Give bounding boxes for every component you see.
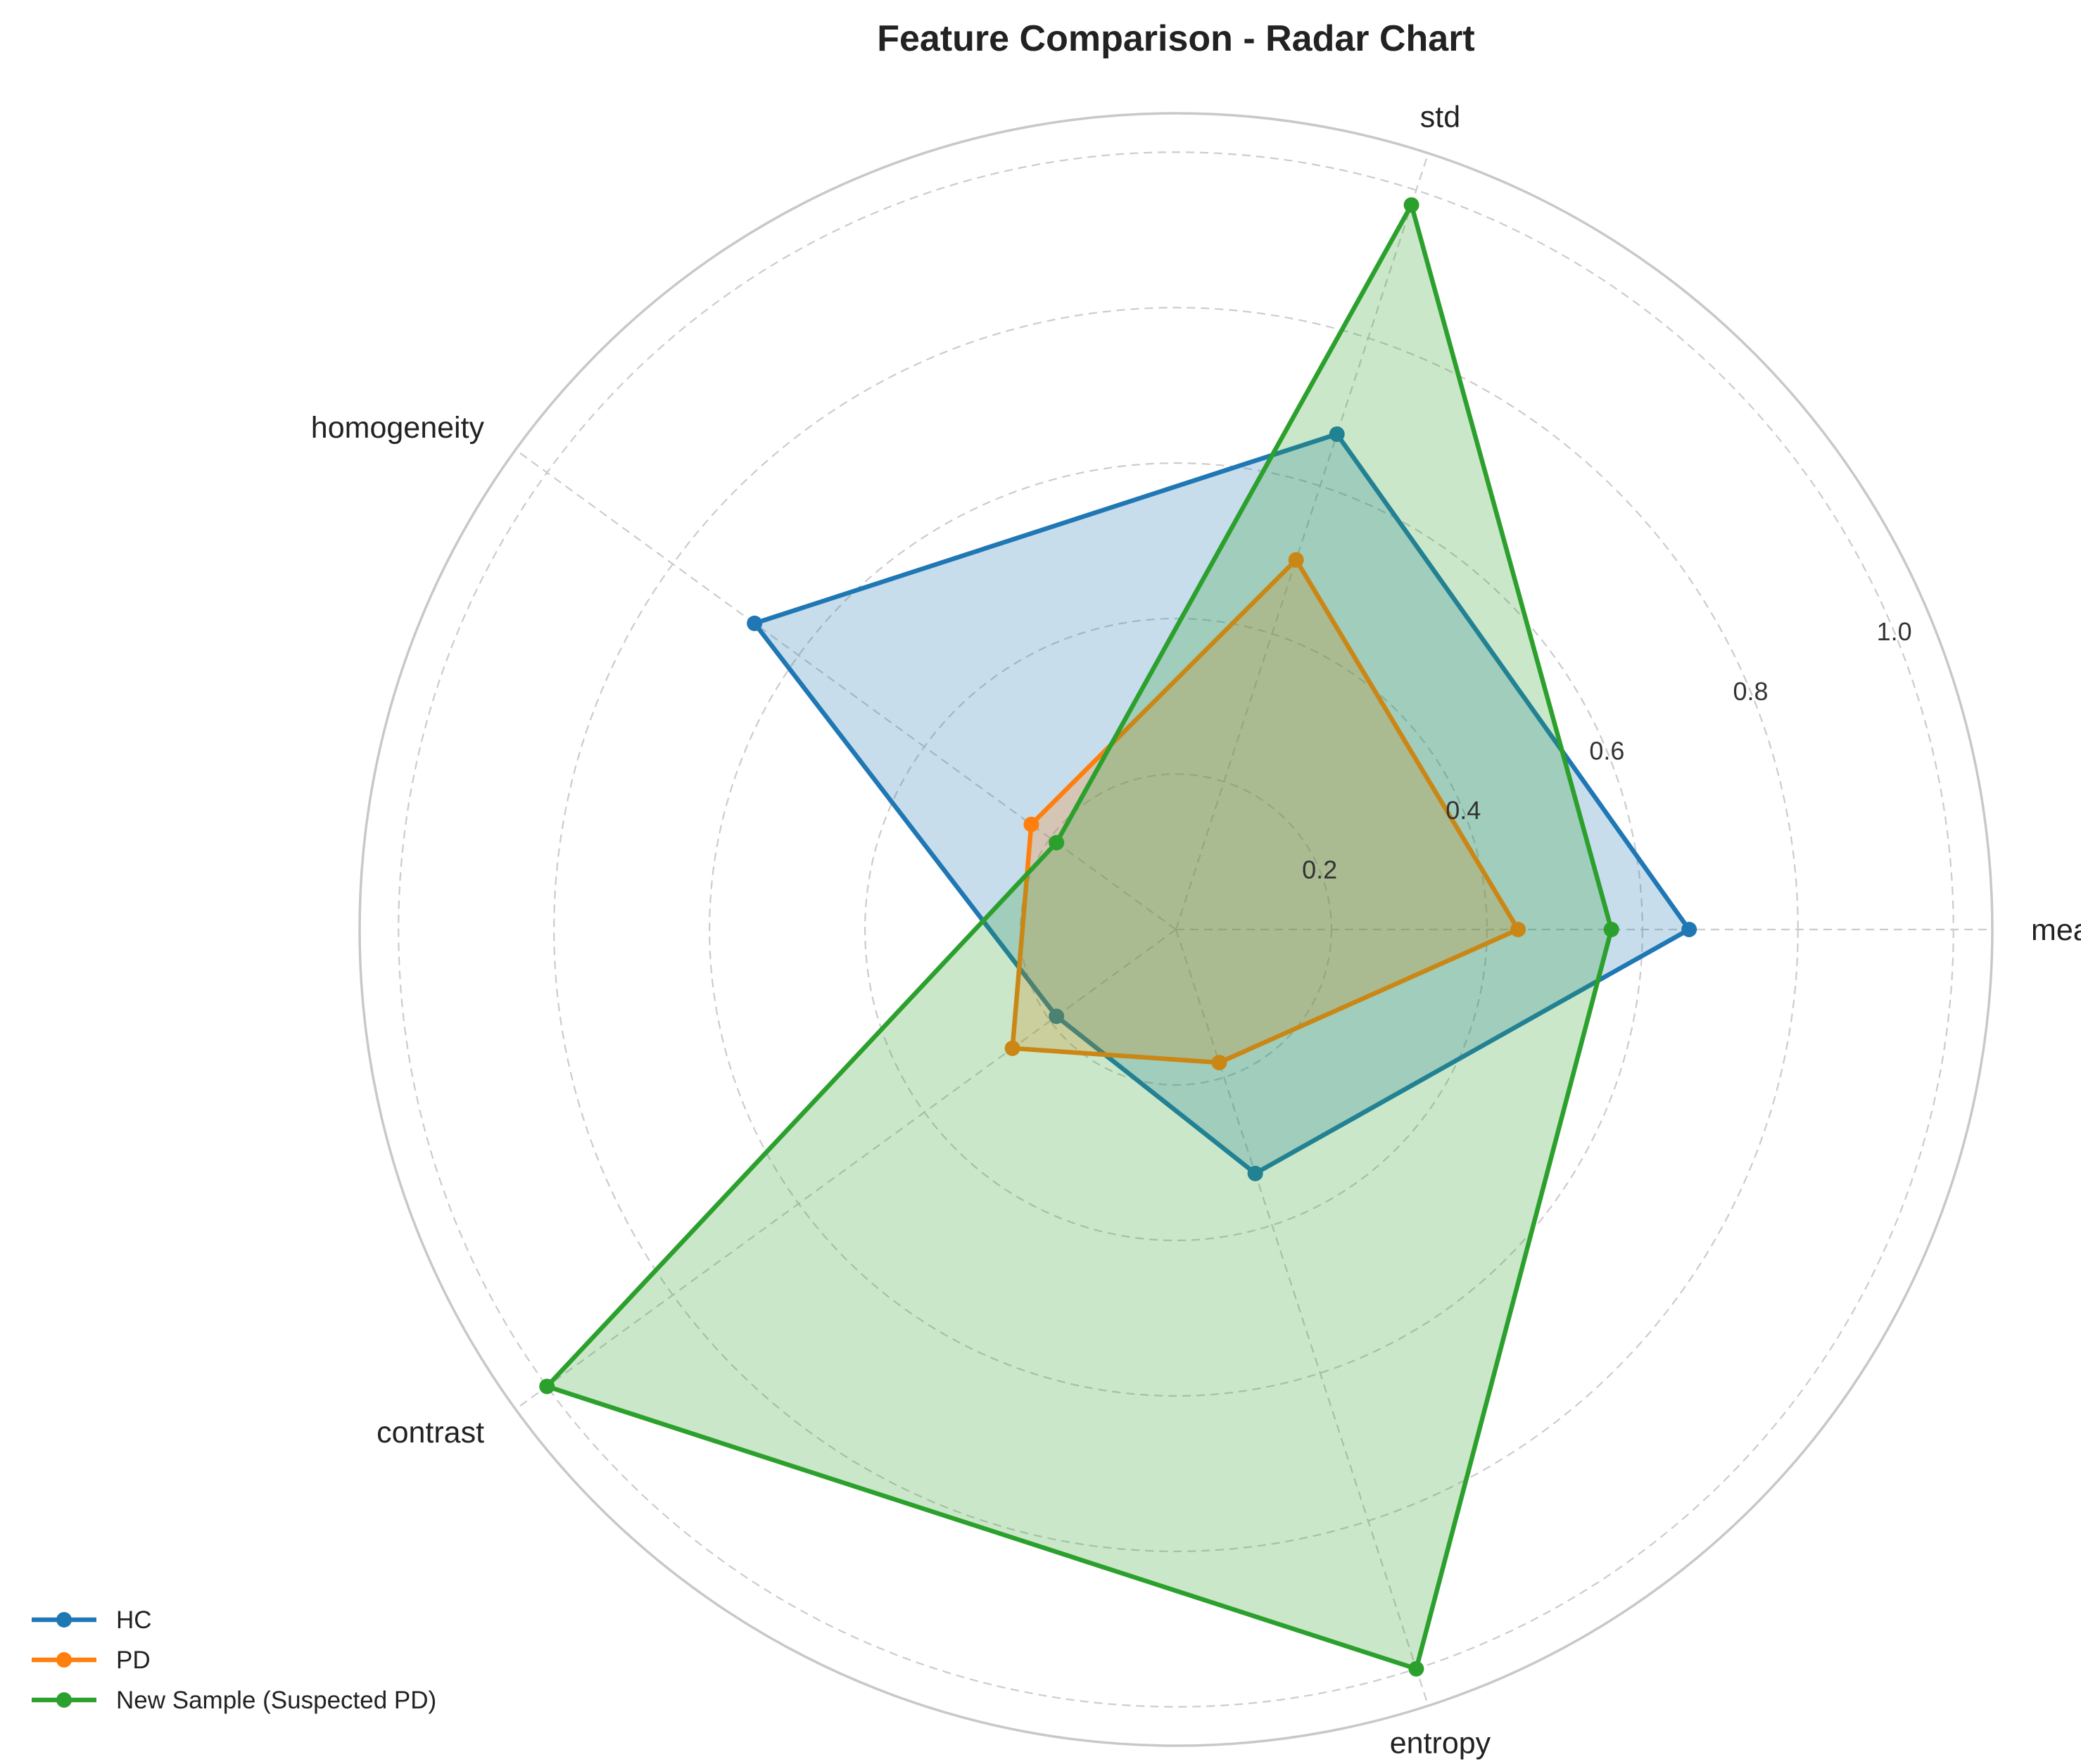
- data-point-std: [1329, 426, 1345, 443]
- data-point-mean: [1681, 922, 1697, 937]
- series-2: [1004, 552, 1526, 1071]
- axis-label-std: std: [1420, 100, 1460, 134]
- data-point-contrast: [1049, 1008, 1065, 1024]
- radial-tick-labels: 0.2 0.4 0.6 0.8 1.0: [1302, 617, 1912, 884]
- axis-labels: mean std homogeneity contrast entropy: [311, 100, 2081, 1760]
- axis-label-contrast: contrast: [377, 1416, 484, 1449]
- legend-marker: [56, 1692, 72, 1708]
- radial-tick-label-4: 0.8: [1733, 677, 1769, 706]
- legend: HC PD New Sample (Suspected PD): [32, 1606, 436, 1714]
- legend-item-2: PD: [32, 1646, 151, 1674]
- data-point-mean: [1603, 922, 1619, 937]
- data-point-entropy: [1247, 1165, 1263, 1181]
- radar-series-layer: [539, 197, 1697, 1677]
- legend-marker: [56, 1612, 72, 1627]
- legend-marker: [56, 1652, 72, 1668]
- data-point-mean: [1510, 922, 1526, 937]
- radar-grid: [358, 112, 1994, 1747]
- radial-tick-label-3: 0.6: [1589, 736, 1624, 765]
- data-point-entropy: [1211, 1055, 1227, 1071]
- axis-label-entropy: entropy: [1390, 1727, 1491, 1760]
- axis-label-homogeneity: homogeneity: [311, 411, 485, 445]
- series-line: [1010, 557, 1521, 1065]
- data-point-homogeneity: [1049, 835, 1065, 851]
- spoke-homogeneity: [514, 449, 1177, 930]
- legend-item-1: HC: [32, 1606, 152, 1634]
- data-point-homogeneity: [1023, 816, 1039, 832]
- series-area: [1012, 559, 1519, 1063]
- radial-tick-label-5: 1.0: [1877, 617, 1912, 646]
- series-3: [539, 197, 1619, 1677]
- series-area: [547, 205, 1612, 1669]
- data-point-std: [1403, 197, 1419, 213]
- legend-label: PD: [116, 1646, 151, 1674]
- data-point-entropy: [1408, 1661, 1424, 1677]
- legend-item-3: New Sample (Suspected PD): [32, 1687, 436, 1714]
- data-point-homogeneity: [747, 615, 763, 631]
- spoke-std: [1175, 153, 1429, 930]
- series-1: [747, 426, 1697, 1181]
- radial-tick-label-2: 0.4: [1446, 796, 1481, 825]
- spoke-entropy: [1175, 929, 1429, 1706]
- spoke-contrast: [514, 929, 1177, 1410]
- legend-label: HC: [116, 1606, 152, 1634]
- series-line: [752, 431, 1692, 1176]
- data-point-std: [1288, 552, 1304, 568]
- data-point-contrast: [539, 1378, 555, 1395]
- data-point-contrast: [1004, 1040, 1020, 1056]
- series-area: [754, 434, 1690, 1174]
- legend-label: New Sample (Suspected PD): [116, 1687, 436, 1714]
- series-line: [544, 203, 1614, 1671]
- axis-label-mean: mean: [2031, 913, 2081, 947]
- chart-title: Feature Comparison - Radar Chart: [877, 18, 1475, 59]
- radial-tick-label-1: 0.2: [1302, 855, 1337, 884]
- outer-frame: [358, 112, 1994, 1747]
